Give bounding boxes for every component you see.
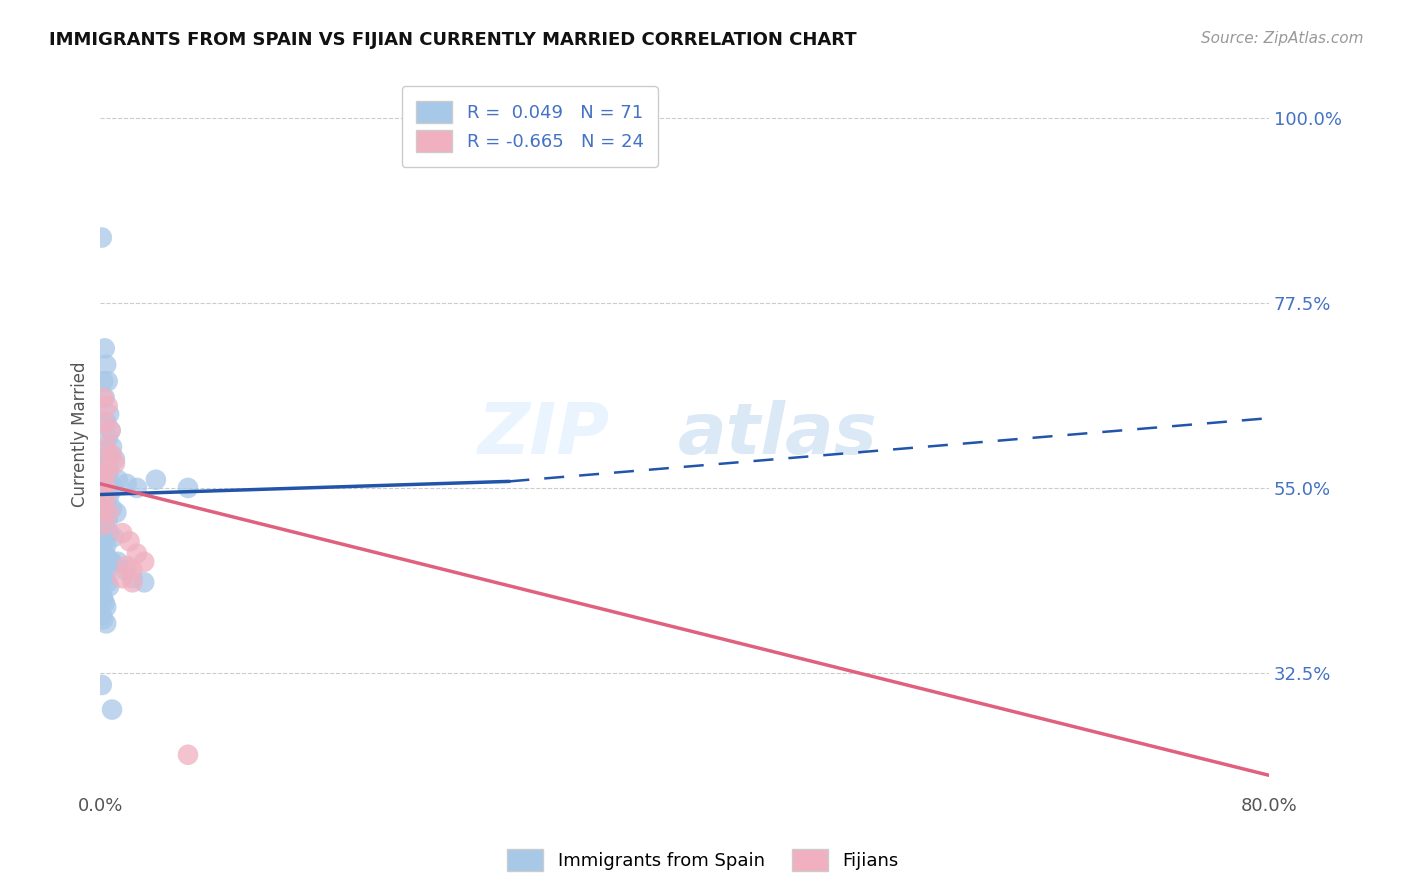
Text: ZIP: ZIP [478, 401, 610, 469]
Point [121, 571, 143, 585]
Text: IMMIGRANTS FROM SPAIN VS FIJIAN CURRENTLY MARRIED CORRELATION CHART: IMMIGRANTS FROM SPAIN VS FIJIAN CURRENTL… [49, 31, 856, 49]
Point [98, 407, 121, 421]
Point [90, 517, 112, 532]
Point [121, 563, 143, 577]
Text: atlas: atlas [678, 401, 877, 469]
Point [93, 444, 115, 458]
Point [91, 591, 114, 606]
Point [96, 489, 118, 503]
Point [90, 567, 112, 582]
Point [90, 588, 112, 602]
Point [103, 530, 125, 544]
Point [107, 473, 129, 487]
Point [114, 563, 136, 577]
Point [177, 481, 200, 495]
Legend: R =  0.049   N = 71, R = -0.665   N = 24: R = 0.049 N = 71, R = -0.665 N = 24 [402, 87, 658, 167]
Point [91, 534, 114, 549]
Point [93, 547, 115, 561]
Point [101, 501, 124, 516]
Point [90, 608, 112, 623]
Point [105, 506, 128, 520]
Point [101, 440, 124, 454]
Point [96, 563, 118, 577]
Point [90, 485, 112, 500]
Point [121, 575, 143, 590]
Point [93, 522, 115, 536]
Point [93, 476, 115, 491]
Point [93, 485, 115, 500]
Point [103, 481, 125, 495]
Point [104, 452, 127, 467]
Point [96, 460, 118, 475]
Point [96, 616, 118, 631]
Y-axis label: Currently Married: Currently Married [72, 362, 89, 508]
Point [93, 460, 115, 475]
Point [91, 501, 114, 516]
Point [96, 440, 118, 454]
Point [90, 489, 112, 503]
Point [101, 448, 124, 462]
Legend: Immigrants from Spain, Fijians: Immigrants from Spain, Fijians [501, 842, 905, 879]
Point [98, 489, 121, 503]
Point [98, 506, 121, 520]
Point [97, 514, 120, 528]
Text: Source: ZipAtlas.com: Source: ZipAtlas.com [1201, 31, 1364, 46]
Point [111, 571, 134, 585]
Point [134, 575, 156, 590]
Point [91, 460, 114, 475]
Point [91, 374, 114, 388]
Point [93, 391, 115, 405]
Point [101, 555, 124, 569]
Point [97, 550, 120, 565]
Point [93, 517, 115, 532]
Point [98, 465, 121, 479]
Point [100, 476, 122, 491]
Point [91, 506, 114, 520]
Point [98, 526, 121, 541]
Point [177, 747, 200, 762]
Point [93, 517, 115, 532]
Point [107, 555, 129, 569]
Point [96, 599, 118, 614]
Point [104, 456, 127, 470]
Point [100, 424, 122, 438]
Point [97, 374, 120, 388]
Point [97, 399, 120, 413]
Point [96, 358, 118, 372]
Point [91, 558, 114, 573]
Point [90, 678, 112, 692]
Point [97, 432, 120, 446]
Point [115, 558, 138, 573]
Point [97, 465, 120, 479]
Point [145, 473, 167, 487]
Point [91, 391, 114, 405]
Point [93, 571, 115, 585]
Point [134, 555, 156, 569]
Point [91, 612, 114, 626]
Point [118, 534, 141, 549]
Point [111, 526, 134, 541]
Point [97, 575, 120, 590]
Point [91, 456, 114, 470]
Point [91, 509, 114, 524]
Point [90, 542, 112, 557]
Point [125, 481, 148, 495]
Point [96, 415, 118, 429]
Point [91, 468, 114, 483]
Point [93, 596, 115, 610]
Point [96, 497, 118, 511]
Point [90, 493, 112, 508]
Point [100, 424, 122, 438]
Point [125, 547, 148, 561]
Point [97, 473, 120, 487]
Point [101, 703, 124, 717]
Point [93, 415, 115, 429]
Point [93, 342, 115, 356]
Point [98, 448, 121, 462]
Point [96, 538, 118, 552]
Point [100, 555, 122, 569]
Point [90, 230, 112, 244]
Point [98, 579, 121, 593]
Point [115, 476, 138, 491]
